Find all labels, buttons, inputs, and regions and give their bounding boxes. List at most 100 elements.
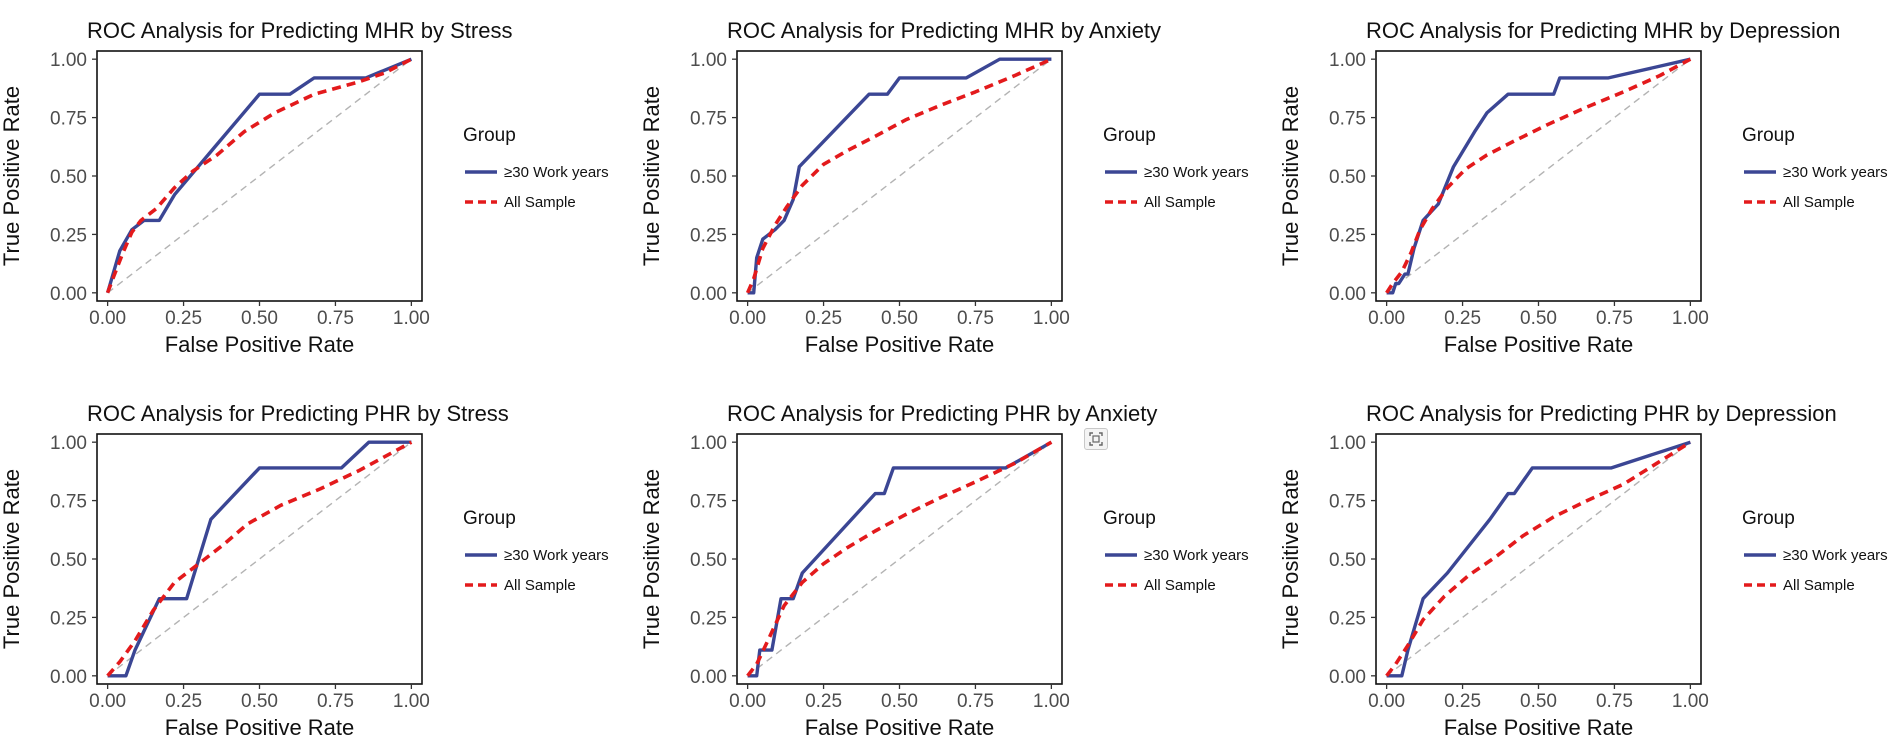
y-tick-label: 1.00 — [1329, 433, 1366, 454]
x-tick-label: 1.00 — [1672, 691, 1709, 712]
y-tick-label: 0.00 — [690, 667, 727, 688]
x-axis-label: False Positive Rate — [1444, 715, 1634, 740]
legend-label-30-work-years: ≥30 Work years — [1144, 547, 1249, 564]
x-tick-label: 0.50 — [241, 691, 278, 712]
x-tick-label: 0.00 — [89, 308, 126, 329]
x-tick-label: 0.50 — [1520, 691, 1557, 712]
y-tick-label: 0.25 — [690, 608, 727, 629]
legend: Group ≥30 Work years All Sample — [1103, 125, 1249, 211]
legend-label-all-sample: All Sample — [1144, 577, 1216, 594]
y-axis-label: True Positive Rate — [1278, 469, 1303, 649]
y-tick-label: 0.75 — [50, 492, 87, 513]
y-tick-label: 0.25 — [690, 225, 727, 246]
x-tick-label: 1.00 — [393, 308, 430, 329]
y-tick-label: 0.25 — [50, 608, 87, 629]
reference-diagonal — [747, 58, 1052, 294]
roc-panel-6: ROC Analysis for Predicting PHR by Depre… — [1278, 401, 1888, 740]
x-tick-label: 0.75 — [317, 691, 354, 712]
y-tick-label: 0.75 — [1329, 109, 1366, 130]
y-tick-label: 1.00 — [690, 433, 727, 454]
x-tick-label: 0.00 — [729, 308, 766, 329]
legend-label-all-sample: All Sample — [1144, 194, 1216, 211]
series-line-all-sample — [1385, 57, 1692, 294]
legend-label-30-work-years: ≥30 Work years — [504, 547, 609, 564]
reference-diagonal — [107, 441, 412, 677]
x-tick-label: 0.25 — [805, 691, 842, 712]
reference-diagonal — [1386, 58, 1691, 294]
y-tick-label: 0.50 — [1329, 550, 1366, 571]
roc-panel-5: ROC Analysis for Predicting PHR by Anxie… — [639, 401, 1249, 740]
x-axis-label: False Positive Rate — [165, 715, 355, 740]
y-axis-label: True Positive Rate — [639, 469, 664, 649]
x-tick-label: 1.00 — [1033, 691, 1070, 712]
y-axis-label: True Positive Rate — [639, 86, 664, 266]
series-line-30-work-years — [1386, 440, 1691, 678]
y-tick-label: 0.00 — [50, 667, 87, 688]
chart-title: ROC Analysis for Predicting PHR by Anxie… — [727, 401, 1157, 426]
reference-diagonal — [747, 441, 1052, 677]
legend-title: Group — [463, 125, 516, 146]
legend: Group ≥30 Work years All Sample — [1742, 125, 1888, 211]
x-tick-label: 0.50 — [241, 308, 278, 329]
y-tick-label: 0.75 — [690, 109, 727, 130]
fullscreen-tool-button[interactable] — [1084, 428, 1108, 450]
x-tick-label: 0.75 — [957, 308, 994, 329]
y-tick-label: 0.50 — [1329, 167, 1366, 188]
chart-title: ROC Analysis for Predicting PHR by Depre… — [1366, 401, 1837, 426]
x-tick-label: 0.75 — [1596, 308, 1633, 329]
series-line-30-work-years — [105, 57, 413, 294]
y-tick-label: 0.75 — [690, 492, 727, 513]
roc-panel-3: ROC Analysis for Predicting MHR by Depre… — [1278, 18, 1888, 357]
chart-title: ROC Analysis for Predicting MHR by Anxie… — [727, 18, 1161, 43]
y-tick-label: 0.50 — [690, 550, 727, 571]
y-tick-label: 1.00 — [50, 433, 87, 454]
series-line-30-work-years — [747, 57, 1052, 295]
legend-label-30-work-years: ≥30 Work years — [1783, 164, 1888, 181]
x-tick-label: 0.75 — [957, 691, 994, 712]
roc-panel-4: ROC Analysis for Predicting PHR by Stres… — [0, 401, 609, 740]
x-tick-label: 0.25 — [805, 308, 842, 329]
reference-diagonal — [1386, 441, 1691, 677]
x-tick-label: 0.25 — [165, 691, 202, 712]
roc-panel-2: ROC Analysis for Predicting MHR by Anxie… — [639, 18, 1249, 357]
x-tick-label: 0.00 — [1368, 308, 1405, 329]
legend: Group ≥30 Work years All Sample — [1103, 508, 1249, 594]
legend-label-30-work-years: ≥30 Work years — [1144, 164, 1249, 181]
x-tick-label: 0.50 — [1520, 308, 1557, 329]
series-line-30-work-years — [1386, 57, 1691, 295]
y-tick-label: 0.00 — [1329, 284, 1366, 305]
legend-title: Group — [1103, 125, 1156, 146]
legend-label-all-sample: All Sample — [1783, 194, 1855, 211]
reference-diagonal — [107, 58, 412, 294]
x-axis-label: False Positive Rate — [1444, 332, 1634, 357]
y-tick-label: 0.75 — [1329, 492, 1366, 513]
x-axis-label: False Positive Rate — [805, 715, 995, 740]
x-tick-label: 0.75 — [317, 308, 354, 329]
legend-title: Group — [463, 508, 516, 529]
x-tick-label: 0.25 — [1444, 691, 1481, 712]
roc-panel-1: ROC Analysis for Predicting MHR by Stres… — [0, 18, 609, 357]
legend-title: Group — [1742, 125, 1795, 146]
legend-title: Group — [1103, 508, 1156, 529]
legend-label-30-work-years: ≥30 Work years — [1783, 547, 1888, 564]
x-tick-label: 0.00 — [89, 691, 126, 712]
chart-title: ROC Analysis for Predicting MHR by Depre… — [1366, 18, 1840, 43]
x-tick-label: 0.00 — [1368, 691, 1405, 712]
x-axis-label: False Positive Rate — [805, 332, 995, 357]
series-line-30-work-years — [747, 440, 1053, 678]
fullscreen-icon — [1089, 432, 1103, 446]
x-tick-label: 1.00 — [393, 691, 430, 712]
y-axis-label: True Positive Rate — [0, 86, 24, 266]
legend: Group ≥30 Work years All Sample — [463, 508, 609, 594]
legend: Group ≥30 Work years All Sample — [1742, 508, 1888, 594]
y-tick-label: 1.00 — [1329, 50, 1366, 71]
y-tick-label: 0.00 — [690, 284, 727, 305]
series-line-all-sample — [746, 440, 1053, 677]
y-tick-label: 0.50 — [690, 167, 727, 188]
series-line-all-sample — [105, 57, 413, 294]
legend: Group ≥30 Work years All Sample — [463, 125, 609, 211]
x-tick-label: 0.75 — [1596, 691, 1633, 712]
y-tick-label: 0.00 — [1329, 667, 1366, 688]
y-axis-label: True Positive Rate — [1278, 86, 1303, 266]
